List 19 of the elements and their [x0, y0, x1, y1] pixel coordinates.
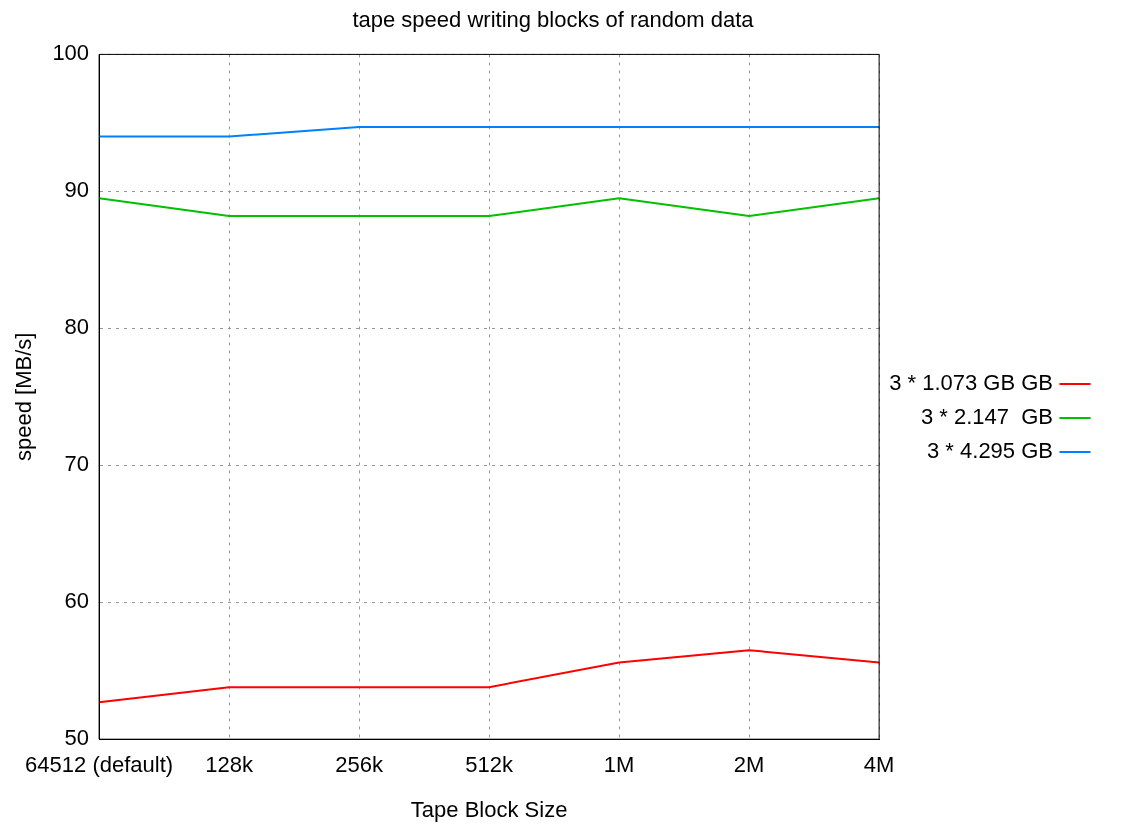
x-tick-label: 2M	[733, 752, 765, 778]
legend-label: 3 * 2.147 GB	[920, 404, 1053, 430]
x-tick-label: 512k	[465, 752, 514, 778]
y-tick-label: 50	[64, 725, 90, 751]
y-axis-title: speed [MB/s]	[11, 332, 37, 461]
y-tick-label: 80	[64, 314, 90, 340]
y-tick-label: 90	[64, 177, 90, 203]
chart-title: tape speed writing blocks of random data	[352, 7, 755, 33]
y-tick-label: 100	[52, 40, 90, 66]
legend-label: 3 * 4.295 GB	[927, 438, 1053, 464]
legend-label: 3 * 1.073 GB GB	[889, 370, 1053, 396]
x-tick-label: 1M	[603, 752, 635, 778]
x-tick-label: 128k	[205, 752, 254, 778]
x-tick-label: 256k	[335, 752, 384, 778]
y-tick-label: 70	[64, 451, 90, 477]
x-axis-title: Tape Block Size	[410, 796, 568, 822]
y-tick-label: 60	[64, 588, 90, 614]
x-tick-label: 4M	[863, 752, 895, 778]
x-tick-label: 64512 (default)	[25, 752, 174, 778]
